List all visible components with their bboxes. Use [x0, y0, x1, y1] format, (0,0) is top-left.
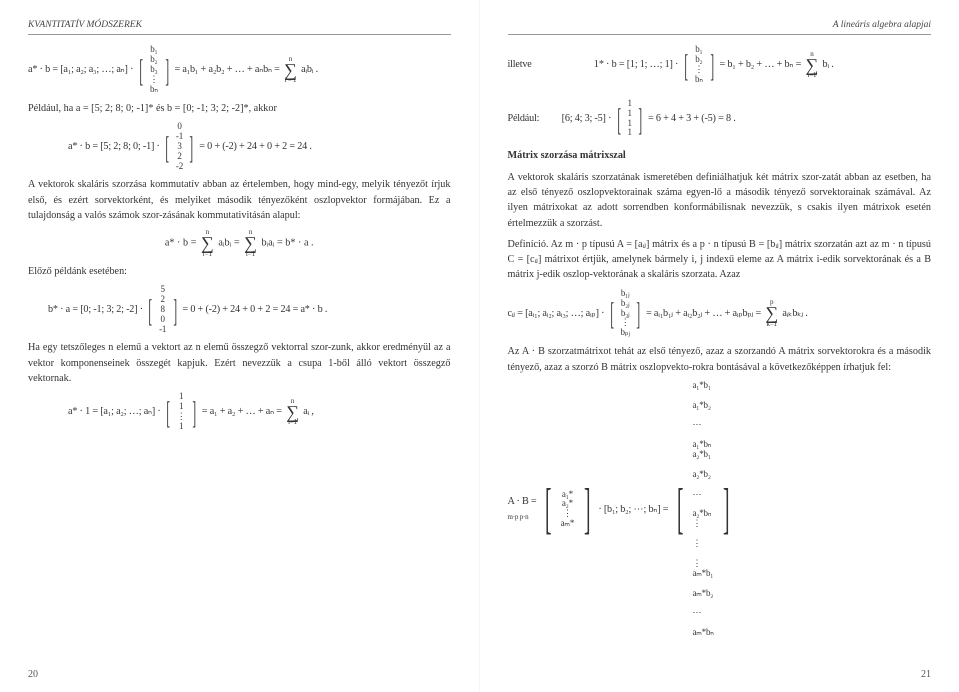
column-vector: 1 1 1 1	[627, 99, 631, 139]
right-body: illetve 1* · b = [1; 1; …; 1] · [ b₁ b₂ …	[508, 45, 932, 638]
column-vector: b₁ b₂ b₃ ⋮ bₙ	[149, 45, 158, 94]
sigma-icon: n ∑ i=1	[286, 398, 299, 426]
sigma-icon: p ∑ k=1	[765, 299, 778, 327]
sigma-icon: n ∑ i = 1	[284, 56, 297, 84]
eq-commutative: a* · b = n ∑ i=1 aᵢbᵢ = n ∑ i=1 bᵢaᵢ = b…	[28, 229, 451, 257]
eq-cij: cᵢⱼ = [aᵢ₁; aᵢ₂; aᵢ₃; …; aᵢₚ] · [ b₁ⱼ b₂…	[508, 289, 932, 338]
left-body: a* · b = [a₁; a₂; a₃; …; aₙ] · [ b₁ b₂ b…	[28, 45, 451, 432]
sigma-icon: n ∑ i=1	[806, 51, 819, 79]
para-definition-intro: A vektorok skaláris szorzatának ismereté…	[508, 170, 932, 231]
right-page: A lineáris algebra alapjai illetve 1* · …	[480, 0, 959, 692]
eq-illetve: illetve 1* · b = [1; 1; …; 1] · [ b₁ b₂ …	[508, 45, 932, 85]
para-prev-example: Előző példánk esetében:	[28, 264, 451, 279]
result-matrix: a₁*b₁ a₁*b₂ ⋯ a₁*bₙ a₂*b₁ a₂*b₂ ⋯ a₂*bₙ …	[692, 381, 713, 638]
right-page-number: 21	[921, 667, 931, 682]
eq-AB: A · B = m·p p·n [ a₁* a₂* ⋮ aₘ* ] · [b₁;…	[508, 381, 932, 638]
left-page-number: 20	[28, 667, 38, 682]
label-peldaul: Például:	[508, 113, 540, 124]
column-vector: 1 1 ⋮ 1	[177, 392, 186, 432]
sum-body: aᵢbᵢ .	[301, 64, 318, 75]
column-vector: b₁ b₂ ⋮ bₙ	[694, 45, 703, 85]
eq-example-1: a* · b = [5; 2; 8; 0; -1] · [ 0 -1 3 2 -…	[28, 122, 451, 171]
sigma-icon: n ∑ i=1	[201, 229, 214, 257]
book-spread: KVANTITATÍV MÓDSZEREK a* · b = [a₁; a₂; …	[0, 0, 959, 692]
sigma-icon: n ∑ i=1	[244, 229, 257, 257]
section-heading: Mátrix szorzása mátrixszal	[508, 148, 932, 163]
right-running-head: A lineáris algebra alapjai	[508, 18, 932, 35]
eq-a-dot-b: a* · b = [a₁; a₂; a₃; …; aₙ] · [ b₁ b₂ b…	[28, 45, 451, 94]
left-running-head: KVANTITATÍV MÓDSZEREK	[28, 18, 451, 35]
para-commutative: A vektorok skaláris szorzása kommutatív …	[28, 177, 451, 223]
column-vector: a₁* a₂* ⋮ aₘ*	[561, 490, 575, 530]
eq-example-2: b* · a = [0; -1; 3; 2; -2] · [ 5 2 8 0 -…	[28, 285, 451, 334]
para-example-intro: Például, ha a = [5; 2; 8; 0; -1]* és b =…	[28, 101, 451, 116]
eq-rhs: = a₁b₁ + a₂b₂ + … + aₙbₙ =	[174, 64, 279, 75]
column-vector: 0 -1 3 2 -2	[176, 122, 183, 171]
eq-summing: a* · 1 = [a₁; a₂; …; aₙ] · [ 1 1 ⋮ 1 ] =…	[28, 392, 451, 432]
left-page: KVANTITATÍV MÓDSZEREK a* · b = [a₁; a₂; …	[0, 0, 480, 692]
para-summing-vector: Ha egy tetszőleges n elemű a vektort az …	[28, 340, 451, 386]
label-illetve: illetve	[508, 59, 532, 70]
eq-peldaul: Például: [6; 4; 3; -5] · [ 1 1 1 1 ] = 6…	[508, 99, 932, 139]
eq-lhs: a* · b = [a₁; a₂; a₃; …; aₙ] ·	[28, 64, 133, 75]
column-vector: 5 2 8 0 -1	[159, 285, 166, 334]
para-definition: Definíció. Az m · p típusú A = [aᵢⱼ] mát…	[508, 237, 932, 283]
column-vector: b₁ⱼ b₂ⱼ b₃ⱼ ⋮ bₚⱼ	[621, 289, 630, 338]
para-product-matrix: Az A · B szorzatmátrixot tehát az első t…	[508, 344, 932, 375]
